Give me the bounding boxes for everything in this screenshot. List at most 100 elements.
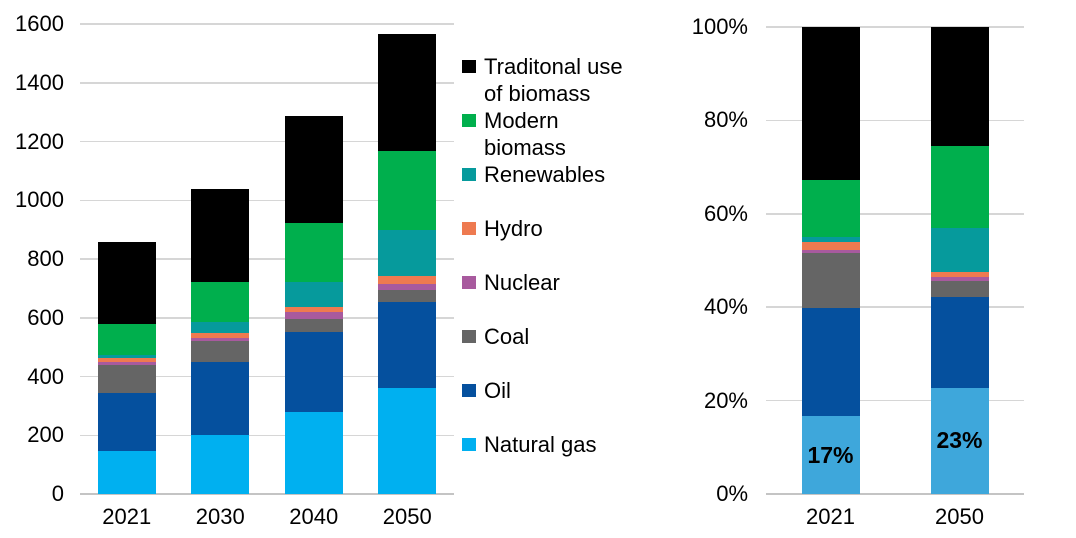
bar-segment-2050-oil bbox=[378, 301, 437, 389]
gridline-200 bbox=[80, 434, 454, 436]
gridline-800 bbox=[80, 258, 454, 260]
bar-segment-2021-coal bbox=[97, 364, 156, 393]
legend-item-renewables: Renewables bbox=[462, 161, 674, 215]
stacked-bar-2021: 17% bbox=[801, 27, 860, 494]
legend-item-natural-gas: Natural gas bbox=[462, 431, 674, 485]
y-axis-tick-label: 1600 bbox=[15, 11, 64, 36]
bar-segment-2030-oil bbox=[191, 361, 250, 436]
bar-segment-2050-hydro bbox=[378, 276, 437, 284]
y-axis-tick-label: 40% bbox=[703, 294, 748, 320]
y-axis-tick-label: 20% bbox=[703, 387, 748, 413]
bar-segment-2050-nuclear bbox=[378, 283, 437, 290]
stacked-bar-2050 bbox=[378, 34, 437, 494]
bar-segment-2050-natural-gas: 23% bbox=[930, 387, 989, 494]
bar-segment-2050-renewables bbox=[930, 227, 989, 273]
x-axis-tick-label-2021: 2021 bbox=[102, 504, 152, 529]
x-axis-tick-label-2050: 2050 bbox=[935, 504, 984, 529]
legend-item-label: Oil bbox=[484, 378, 511, 403]
bar-segment-2050-coal bbox=[930, 281, 989, 298]
x-axis-tick-label-2021: 2021 bbox=[806, 504, 855, 529]
bar-segment-2021-modern-biomass bbox=[97, 323, 156, 355]
bar-segment-2021-oil bbox=[97, 392, 156, 452]
gridline-60 bbox=[766, 213, 1024, 215]
gridline-40 bbox=[766, 306, 1024, 308]
bar-segment-2021-natural-gas: 17% bbox=[801, 416, 860, 494]
bar-segment-2030-coal bbox=[191, 341, 250, 362]
bar-segment-2030-nuclear bbox=[191, 338, 250, 342]
bar-segment-2050-coal bbox=[378, 289, 437, 302]
bar-value-label-2050: 23% bbox=[936, 427, 983, 454]
legend-item-oil: Oil bbox=[462, 377, 674, 431]
y-axis-tick-label: 800 bbox=[27, 246, 64, 271]
legend-swatch-renewables bbox=[462, 168, 476, 181]
legend-item-label: Traditonal use of biomass bbox=[484, 54, 623, 106]
gridline-600 bbox=[80, 317, 454, 319]
legend-item-label: Hydro bbox=[484, 216, 543, 241]
stacked-bar-2030 bbox=[191, 189, 250, 494]
gridline-100 bbox=[766, 26, 1024, 28]
legend-item-coal: Coal bbox=[462, 323, 674, 377]
legend-item-hydro: Hydro bbox=[462, 215, 674, 269]
bar-segment-2030-renewables bbox=[191, 321, 250, 334]
bar-value-label-2021: 17% bbox=[807, 441, 854, 468]
bar-segment-2021-oil bbox=[801, 308, 860, 417]
gridline-1400 bbox=[80, 82, 454, 84]
chart-legend: Traditonal use of biomass Modern biomass R… bbox=[462, 53, 674, 485]
bar-segment-2021-renewables bbox=[97, 354, 156, 358]
legend-swatch-natural-gas bbox=[462, 438, 476, 451]
bar-segment-2021-renewables bbox=[801, 237, 860, 243]
bar-segment-2030-modern-biomass bbox=[191, 281, 250, 322]
bar-segment-2021-coal bbox=[801, 253, 860, 309]
legend-item-traditonal-use-of-biomass: Traditonal use of biomass bbox=[462, 53, 674, 107]
gridline-1000 bbox=[80, 199, 454, 201]
y-axis-tick-label: 1200 bbox=[15, 128, 64, 154]
stacked-bar-2021 bbox=[97, 241, 156, 494]
gridline-20 bbox=[766, 399, 1024, 402]
y-axis-tick-label: 100% bbox=[691, 14, 748, 39]
bar-segment-2021-natural-gas bbox=[97, 451, 156, 494]
bar-segment-2040-natural-gas bbox=[284, 411, 343, 494]
legend-item-label: Nuclear bbox=[484, 270, 560, 295]
bar-segment-2040-hydro bbox=[284, 306, 343, 313]
bar-segment-2050-modern-biomass bbox=[930, 145, 989, 228]
legend-item-modern-biomass: Modern biomass bbox=[462, 107, 674, 161]
gridline-1600 bbox=[80, 23, 454, 25]
legend-swatch-nuclear bbox=[462, 276, 476, 289]
bar-segment-2050-traditonal-use-of-biomass bbox=[378, 34, 437, 151]
y-axis-tick-label: 200 bbox=[27, 422, 64, 448]
legend-item-label: Renewables bbox=[484, 162, 606, 187]
bar-segment-2040-renewables bbox=[284, 281, 343, 307]
stacked-bar-2040 bbox=[284, 115, 343, 494]
bar-segment-2050-modern-biomass bbox=[378, 150, 437, 230]
y-axis-tick-label: 0% bbox=[716, 481, 748, 506]
legend-item-label: Modern biomass bbox=[484, 108, 566, 160]
bar-segment-2021-hydro bbox=[97, 357, 156, 363]
bar-segment-2050-traditonal-use-of-biomass bbox=[930, 27, 989, 146]
bar-segment-2050-hydro bbox=[930, 272, 989, 278]
bar-segment-2021-modern-biomass bbox=[801, 179, 860, 238]
gridline-0 bbox=[80, 493, 454, 495]
bar-segment-2021-nuclear bbox=[801, 249, 860, 254]
legend-swatch-traditonal-use-of-biomass bbox=[462, 60, 476, 73]
bar-segment-2021-traditonal-use-of-biomass bbox=[97, 241, 156, 324]
gridline-400 bbox=[80, 375, 454, 378]
bar-segment-2040-coal bbox=[284, 318, 343, 333]
gridline-80 bbox=[766, 119, 1024, 122]
bar-segment-2021-hydro bbox=[801, 242, 860, 250]
gridline-1200 bbox=[80, 140, 454, 143]
legend-item-label: Coal bbox=[484, 324, 530, 349]
legend-swatch-coal bbox=[462, 330, 476, 343]
bar-segment-2040-traditonal-use-of-biomass bbox=[284, 115, 343, 224]
legend-swatch-hydro bbox=[462, 222, 476, 235]
bar-segment-2040-modern-biomass bbox=[284, 223, 343, 282]
y-axis-tick-label: 1400 bbox=[15, 69, 64, 95]
bar-segment-2050-renewables bbox=[378, 229, 437, 277]
y-axis-tick-label: 1000 bbox=[15, 187, 64, 213]
bar-segment-2030-traditonal-use-of-biomass bbox=[191, 189, 250, 282]
bar-segment-2040-oil bbox=[284, 332, 343, 412]
bar-segment-2050-nuclear bbox=[930, 277, 989, 282]
bar-segment-2030-hydro bbox=[191, 333, 250, 339]
